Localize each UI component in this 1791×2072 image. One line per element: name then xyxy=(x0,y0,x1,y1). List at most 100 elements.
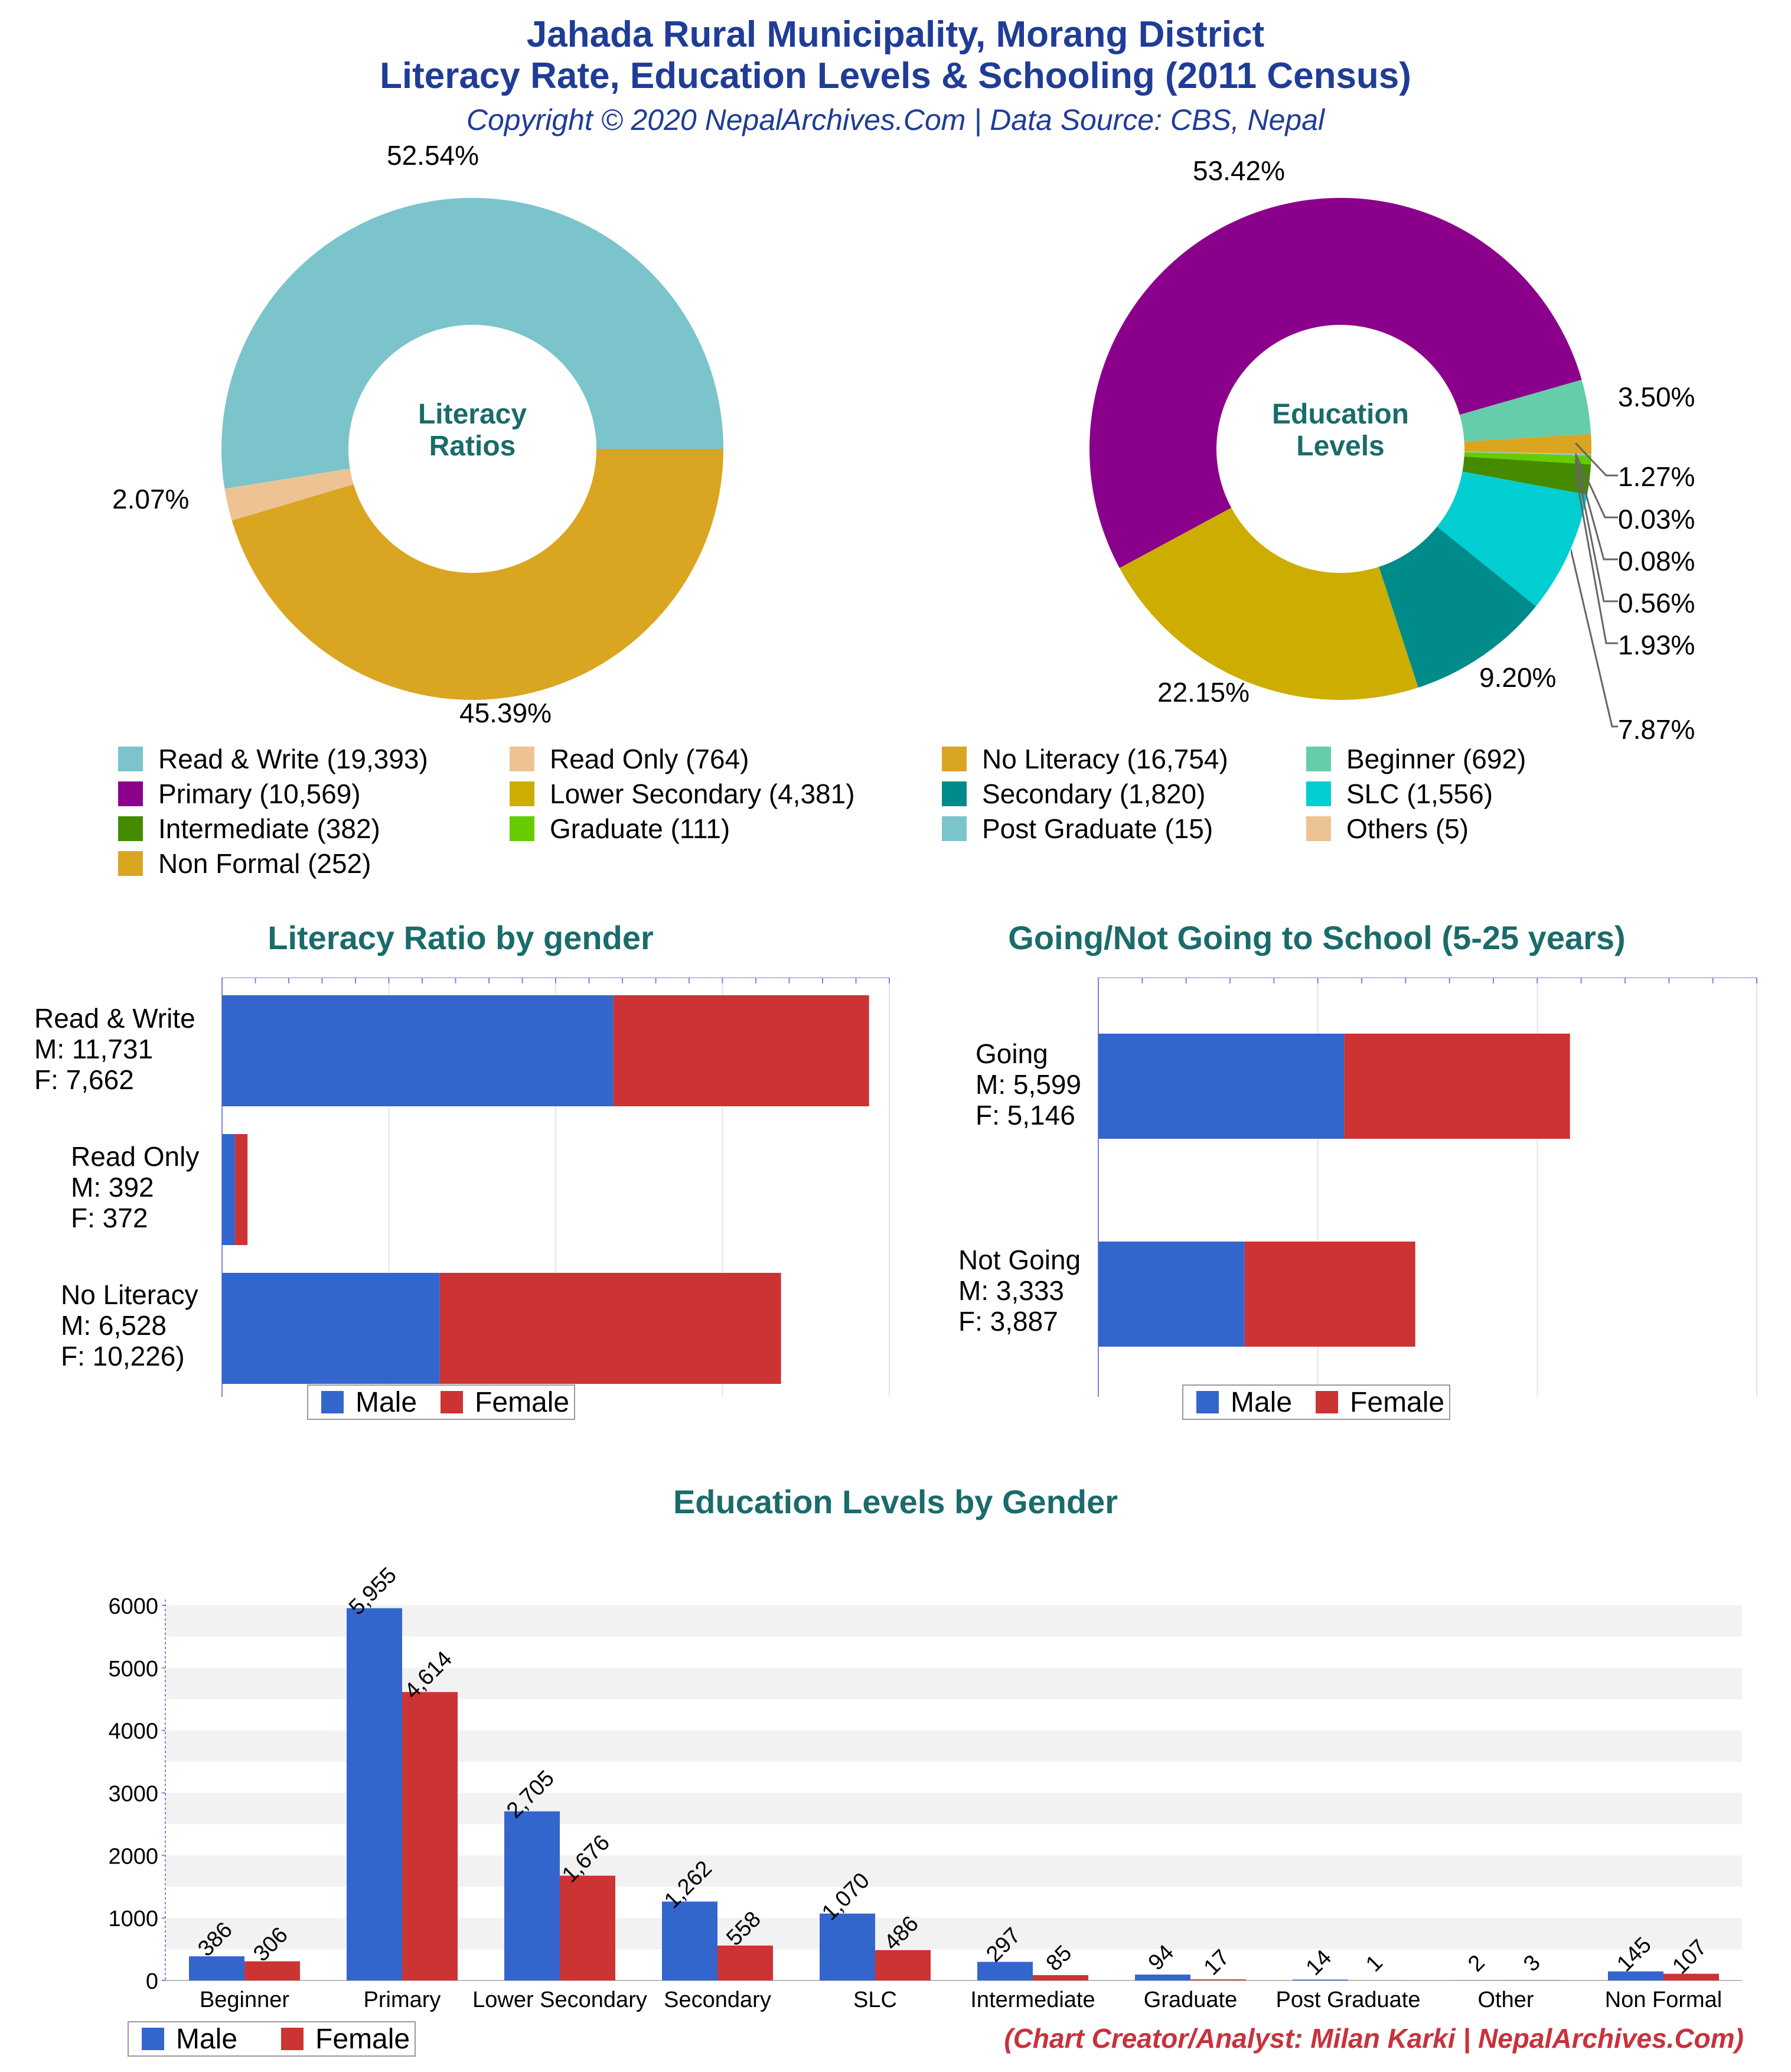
bar-male-intermediate xyxy=(977,1962,1033,1980)
legend-swatch-female xyxy=(1316,1391,1339,1413)
leader-line-post-graduate xyxy=(1574,455,1618,561)
pie-slice-primary xyxy=(1089,197,1582,568)
bar-female-slc xyxy=(875,1950,931,1980)
education-levels-pie xyxy=(1089,197,1591,700)
chart-credit: (Chart Creator/Analyst: Milan Karki | Ne… xyxy=(1004,2023,1744,2054)
grid-band xyxy=(165,1605,1742,1637)
pie-slice-non-formal xyxy=(1464,434,1591,454)
pie-slice-secondary xyxy=(1379,526,1536,688)
pie-label-read-write: 52.54% xyxy=(387,140,479,171)
pie-slice-read-only xyxy=(224,468,354,521)
leader-line-non-formal xyxy=(1574,442,1618,477)
bar-female-going xyxy=(1344,1034,1570,1139)
x-tick-label-non-formal: Non Formal xyxy=(1605,1988,1723,2012)
legend-label: Graduate (111) xyxy=(550,813,730,844)
pie-slice-slc xyxy=(1437,471,1587,607)
category-male-value: M: 3,333 xyxy=(958,1275,1064,1306)
category-male-value: M: 5,599 xyxy=(976,1069,1081,1100)
x-tick-label-graduate: Graduate xyxy=(1144,1988,1237,2012)
y-tick-label: 1000 xyxy=(108,1907,158,1931)
leader-line-others xyxy=(1574,453,1618,519)
legend-item-primary: Primary (10,569) xyxy=(118,778,361,810)
pie-slice-post-graduate xyxy=(1464,451,1591,456)
pie-slice-read-write xyxy=(221,197,723,489)
bar-female-not-going xyxy=(1244,1242,1415,1347)
legend-item-lower-secondary: Lower Secondary (4,381) xyxy=(510,778,855,810)
schooling-by-gender-title: Going/Not Going to School (5-25 years) xyxy=(1008,919,1626,956)
legend-label: Post Graduate (15) xyxy=(982,813,1213,844)
pie-label-non-formal: 1.27% xyxy=(1618,461,1695,492)
legend-label: No Literacy (16,754) xyxy=(982,744,1228,774)
literacy-ratios-pie xyxy=(221,197,724,700)
legend-item-post-graduate: Post Graduate (15) xyxy=(942,813,1213,845)
category-name: Read Only xyxy=(71,1141,200,1172)
legend-swatch xyxy=(942,816,967,841)
legend-item-intermediate: Intermediate (382) xyxy=(118,813,380,845)
pie-slice-beginner xyxy=(1459,379,1591,442)
legend-label-female: Female xyxy=(475,1386,570,1418)
bar-male-read-write xyxy=(222,995,614,1106)
chart-subtitle: Copyright © 2020 NepalArchives.Com | Dat… xyxy=(466,103,1325,136)
literacy-pie-center-line2: Ratios xyxy=(429,431,516,462)
legend-item-read-write: Read & Write (19,393) xyxy=(118,743,428,775)
pie-label-no-literacy: 45.39% xyxy=(459,698,552,728)
bar-male-secondary xyxy=(662,1901,717,1980)
legend-item-read-only: Read Only (764) xyxy=(510,743,749,775)
legend-label: Read Only (764) xyxy=(550,744,749,774)
education-gender-legend: Male Female xyxy=(128,2021,416,2057)
bar-male-going xyxy=(1098,1034,1345,1139)
bar-male-beginner xyxy=(189,1956,244,1980)
legend-swatch xyxy=(942,747,967,771)
legend-item-others: Others (5) xyxy=(1306,813,1469,845)
y-tick-label: 5000 xyxy=(108,1657,158,1682)
bar-male-read-only xyxy=(222,1134,236,1245)
pie-label-intermediate: 1.93% xyxy=(1618,630,1695,660)
bar-female-read-only xyxy=(235,1134,248,1245)
legend-label: Read & Write (19,393) xyxy=(158,744,428,774)
legend-swatch xyxy=(510,747,534,771)
bar-female-secondary xyxy=(717,1945,773,1980)
education-pie-center-label: Education Levels xyxy=(1252,399,1429,462)
data-label: 17 xyxy=(1199,1945,1235,1980)
x-tick-label-primary: Primary xyxy=(364,1988,441,2012)
school-gender-legend: Male Female xyxy=(1182,1384,1451,1420)
education-pie-center-line1: Education xyxy=(1271,399,1409,430)
legend-label: Lower Secondary (4,381) xyxy=(550,778,855,809)
x-tick-label-post-graduate: Post Graduate xyxy=(1275,1988,1420,2012)
pie-slice-intermediate xyxy=(1462,457,1591,495)
legend-label: SLC (1,556) xyxy=(1346,778,1493,809)
pie-slice-others xyxy=(1464,451,1591,455)
bar-male-non-formal xyxy=(1608,1971,1663,1980)
x-tick-label-secondary: Secondary xyxy=(664,1988,771,2012)
pie-slice-graduate xyxy=(1464,452,1591,465)
bar-female-primary xyxy=(402,1692,458,1980)
bar-female-read-write xyxy=(613,995,869,1106)
legend-swatch-male xyxy=(321,1391,344,1413)
legend-label: Others (5) xyxy=(1346,813,1469,844)
pie-label-graduate: 0.56% xyxy=(1618,588,1695,618)
y-tick-label: 6000 xyxy=(108,1594,158,1619)
legend-label: Beginner (692) xyxy=(1346,744,1526,774)
legend-label-male: Male xyxy=(176,2023,238,2055)
bar-male-lower-secondary xyxy=(504,1811,560,1980)
pie-label-secondary: 9.20% xyxy=(1479,662,1557,693)
leader-line-graduate xyxy=(1574,459,1618,602)
category-name: Not Going xyxy=(958,1244,1081,1275)
data-label: 14 xyxy=(1301,1945,1337,1980)
legend-swatch xyxy=(942,781,967,806)
chart-title-line2: Literacy Rate, Education Levels & School… xyxy=(380,56,1411,96)
legend-swatch xyxy=(510,781,534,806)
pie-label-others: 0.03% xyxy=(1618,504,1695,535)
x-tick-label-beginner: Beginner xyxy=(200,1988,289,2012)
data-label: 1 xyxy=(1361,1950,1388,1977)
legend-swatch xyxy=(118,747,143,771)
school-category-label-not-going: Not Going M: 3,333 F: 3,887 xyxy=(958,1244,1081,1337)
legend-label-female: Female xyxy=(315,2023,410,2055)
x-tick-label-intermediate: Intermediate xyxy=(970,1988,1095,2012)
education-pie-center-line2: Levels xyxy=(1296,431,1385,462)
bar-female-beginner xyxy=(244,1961,300,1980)
legend-label: Primary (10,569) xyxy=(158,778,361,809)
category-male-value: M: 392 xyxy=(71,1172,154,1203)
pie-label-post-graduate: 0.08% xyxy=(1618,546,1695,576)
